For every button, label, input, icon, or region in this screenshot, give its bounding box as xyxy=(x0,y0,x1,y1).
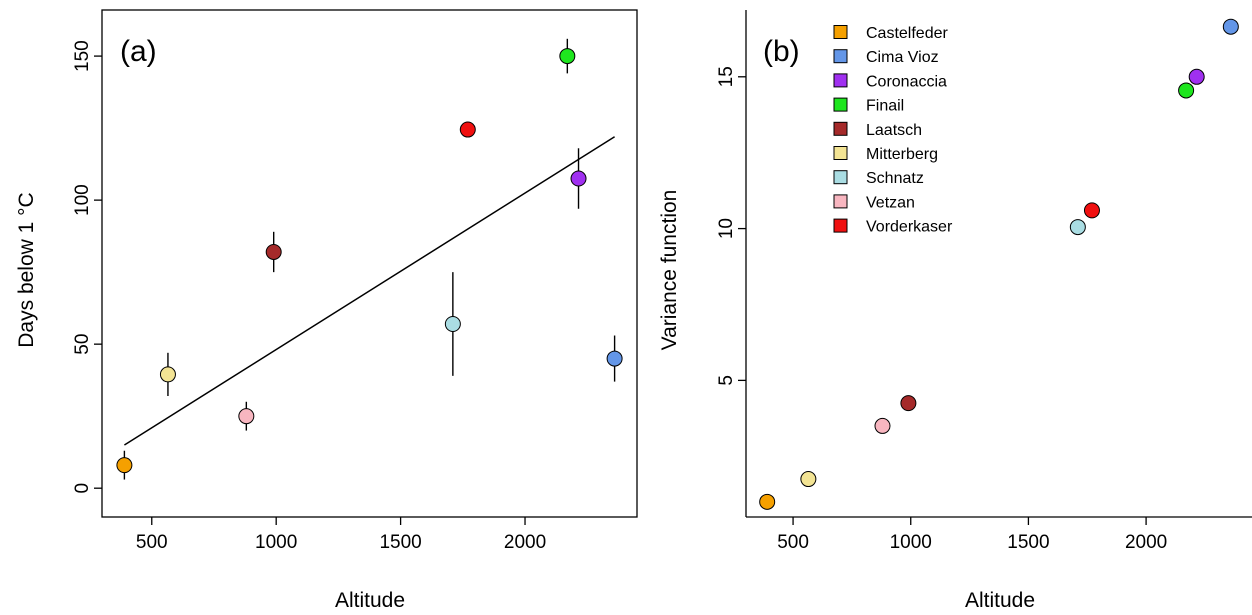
panel-b-point-finail xyxy=(1178,82,1195,99)
panel-b-x-tick-label: 500 xyxy=(777,532,809,553)
panel-b-x-axis-label: Altitude xyxy=(965,589,1035,612)
panel-a-x-tick-label: 2000 xyxy=(504,532,546,553)
panel-b-legend: Castelfeder Cima Vioz Coronaccia Finail Laat… xyxy=(833,25,953,236)
panel-b-point-cima-vioz xyxy=(1222,18,1239,35)
panel-a-x-tick-label: 1500 xyxy=(379,532,421,553)
panel-a-point-laatsch xyxy=(265,243,282,260)
panel-b-panel-tag: (b) xyxy=(763,35,800,68)
panel-a-y-tick-label: 150 xyxy=(72,40,93,72)
panel-a-point-cima-vioz xyxy=(606,350,623,367)
panel-b-x-tick-label: 1000 xyxy=(890,532,932,553)
panel-a-point-coronaccia xyxy=(570,170,587,187)
panel-b-y-tick-label: 10 xyxy=(716,218,737,239)
panel-a-x-tick-label: 500 xyxy=(136,532,168,553)
panel-b-variance-function: 500 1000 1500 2000 5 10 15 Altitude Variance fun… xyxy=(658,10,1252,612)
panel-b-point-castelfeder xyxy=(759,493,776,510)
legend-swatch-castelfeder xyxy=(833,25,848,39)
panel-a-point-vetzan xyxy=(238,408,255,425)
panel-b-y-tick-label: 15 xyxy=(716,66,737,87)
legend-label-laatsch: Laatsch xyxy=(866,122,922,139)
panel-b-point-vorderkaser xyxy=(1083,202,1100,219)
panel-a-days-below-1c: 500 1000 1500 2000 0 50 100 150 Altitude Days bel… xyxy=(15,9,638,612)
panel-b-point-laatsch xyxy=(900,395,917,412)
panel-a-x-tick-label: 1000 xyxy=(255,532,297,553)
legend-label-coronaccia: Coronaccia xyxy=(866,73,947,90)
legend-label-vetzan: Vetzan xyxy=(866,194,915,211)
panel-a-panel-tag: (a) xyxy=(120,35,157,68)
panel-a-point-castelfeder xyxy=(116,457,133,474)
legend-label-finail: Finail xyxy=(866,98,904,115)
panel-a-point-vorderkaser xyxy=(459,121,476,138)
panel-b-x-tick-label: 2000 xyxy=(1125,532,1167,553)
panel-b-point-schnatz xyxy=(1069,219,1086,236)
legend-swatch-mitterberg xyxy=(833,146,848,160)
legend-swatch-coronaccia xyxy=(833,73,848,88)
panel-b-y-axis-label: Variance function xyxy=(658,190,681,351)
panel-a-y-tick-label: 50 xyxy=(72,334,93,355)
legend-label-cima-vioz: Cima Vioz xyxy=(866,49,939,66)
panel-a-y-axis-label: Days below 1 °C xyxy=(15,192,38,347)
panel-a-x-axis-label: Altitude xyxy=(335,589,405,612)
panel-b-x-tick-label: 1500 xyxy=(1007,532,1049,553)
panel-a-y-tick-label: 100 xyxy=(72,184,93,216)
panel-b-point-vetzan xyxy=(874,417,891,434)
legend-label-vorderkaser: Vorderkaser xyxy=(866,219,953,236)
panel-b-y-tick-label: 5 xyxy=(716,375,737,386)
legend-swatch-laatsch xyxy=(833,121,848,136)
panel-a-point-mitterberg xyxy=(159,366,176,383)
panel-b-point-mitterberg xyxy=(800,471,817,488)
legend-label-castelfeder: Castelfeder xyxy=(866,25,948,42)
legend-swatch-schnatz xyxy=(833,170,848,185)
panel-b-point-coronaccia xyxy=(1188,68,1205,85)
panel-a-plot-frame xyxy=(101,9,638,518)
panel-a-point-schnatz xyxy=(444,315,461,332)
legend-label-schnatz: Schnatz xyxy=(866,170,924,187)
panel-a-regression-line xyxy=(123,136,616,446)
legend-swatch-vorderkaser xyxy=(833,218,848,233)
legend-swatch-finail xyxy=(833,97,848,112)
panel-a-point-finail xyxy=(559,48,576,65)
panel-a-y-tick-label: 0 xyxy=(72,483,93,494)
legend-label-mitterberg: Mitterberg xyxy=(866,146,938,163)
legend-swatch-vetzan xyxy=(833,194,848,209)
legend-swatch-cima-vioz xyxy=(833,49,848,64)
